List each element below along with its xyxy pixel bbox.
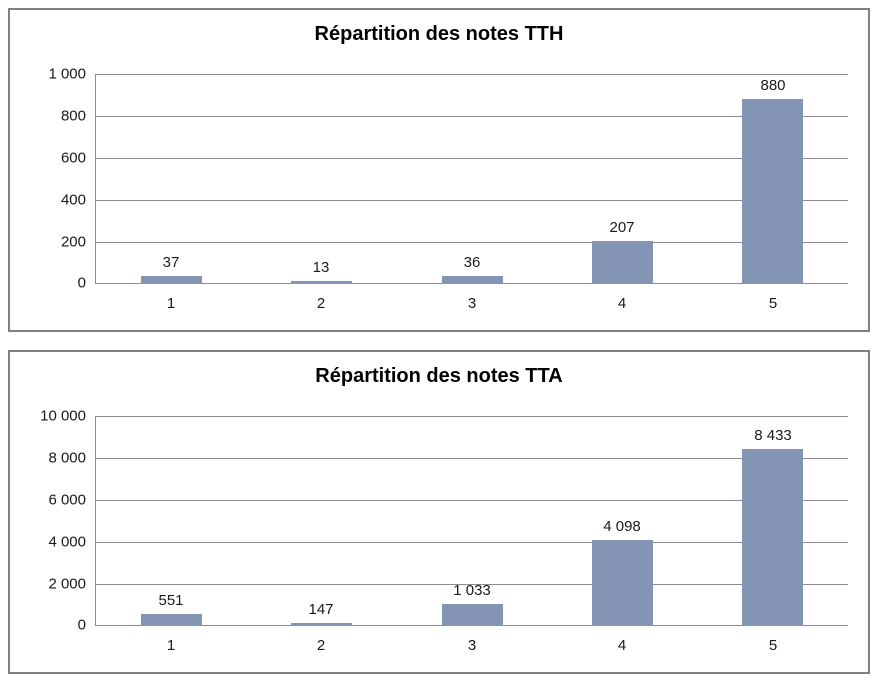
gridline [96, 200, 848, 201]
gridline [96, 74, 848, 75]
x-tick-label: 4 [617, 637, 627, 654]
bar [291, 623, 352, 626]
gridline [96, 242, 848, 243]
gridline [96, 584, 848, 585]
chart-title-tta: Répartition des notes TTA [315, 365, 563, 387]
y-tick-label: 1 000 [48, 65, 86, 83]
bar-value-label: 551 [158, 592, 184, 609]
bar [742, 449, 803, 626]
plot-area: 0 2 000 4 000 6 000 8 000 10 000 551 1 147 2 1 033… [40, 408, 848, 654]
y-axis-line [95, 74, 96, 284]
bar-value-label: 1 033 [453, 582, 491, 599]
gridline [96, 500, 848, 501]
x-tick-label: 3 [467, 295, 477, 312]
chart-tta: Répartition des notes TTA 0 2 000 4 000 6 0… [8, 350, 870, 674]
x-tick-label: 2 [316, 637, 326, 654]
bar [592, 540, 653, 626]
y-tick-label: 0 [77, 274, 86, 292]
gridline [96, 416, 848, 417]
x-tick-label: 3 [467, 637, 477, 654]
x-tick-label: 4 [617, 295, 627, 312]
chart-tth: Répartition des notes TTH 0 200 400 600 800 1… [8, 8, 870, 332]
x-tick-label: 1 [166, 637, 176, 654]
bar-value-label: 36 [463, 254, 481, 271]
y-tick-label: 0 [77, 616, 86, 634]
bar [742, 99, 803, 284]
bar-value-label: 880 [760, 77, 786, 94]
bar [442, 604, 503, 626]
bar [592, 241, 653, 284]
chart-title-tth: Répartition des notes TTH [314, 23, 564, 45]
gridline [96, 158, 848, 159]
bar-value-label: 8 433 [754, 427, 792, 444]
bar-value-label: 4 098 [603, 518, 641, 535]
x-tick-label: 2 [316, 295, 326, 312]
plot-area: 0 200 400 600 800 1 000 37 1 13 2 36 3 207 4 880 5 [48, 66, 848, 312]
bar [141, 614, 202, 626]
bar-value-label: 147 [308, 601, 334, 618]
y-tick-label: 400 [60, 191, 86, 209]
y-tick-label: 10 000 [40, 407, 86, 425]
y-axis-line [95, 416, 96, 626]
y-tick-label: 6 000 [48, 491, 86, 509]
x-tick-label: 5 [768, 637, 778, 654]
bar [141, 276, 202, 284]
x-tick-label: 5 [768, 295, 778, 312]
bar [291, 281, 352, 284]
x-tick-label: 1 [166, 295, 176, 312]
y-tick-label: 2 000 [48, 575, 86, 593]
bar [442, 276, 503, 284]
y-tick-label: 8 000 [48, 449, 86, 467]
gridline [96, 542, 848, 543]
y-tick-label: 800 [60, 107, 86, 125]
gridline [96, 116, 848, 117]
y-tick-label: 600 [60, 149, 86, 167]
y-tick-label: 4 000 [48, 533, 86, 551]
bar-value-label: 207 [609, 219, 635, 236]
gridline [96, 458, 848, 459]
bar-value-label: 37 [162, 254, 180, 271]
bar-value-label: 13 [312, 259, 330, 276]
y-tick-label: 200 [60, 233, 86, 251]
